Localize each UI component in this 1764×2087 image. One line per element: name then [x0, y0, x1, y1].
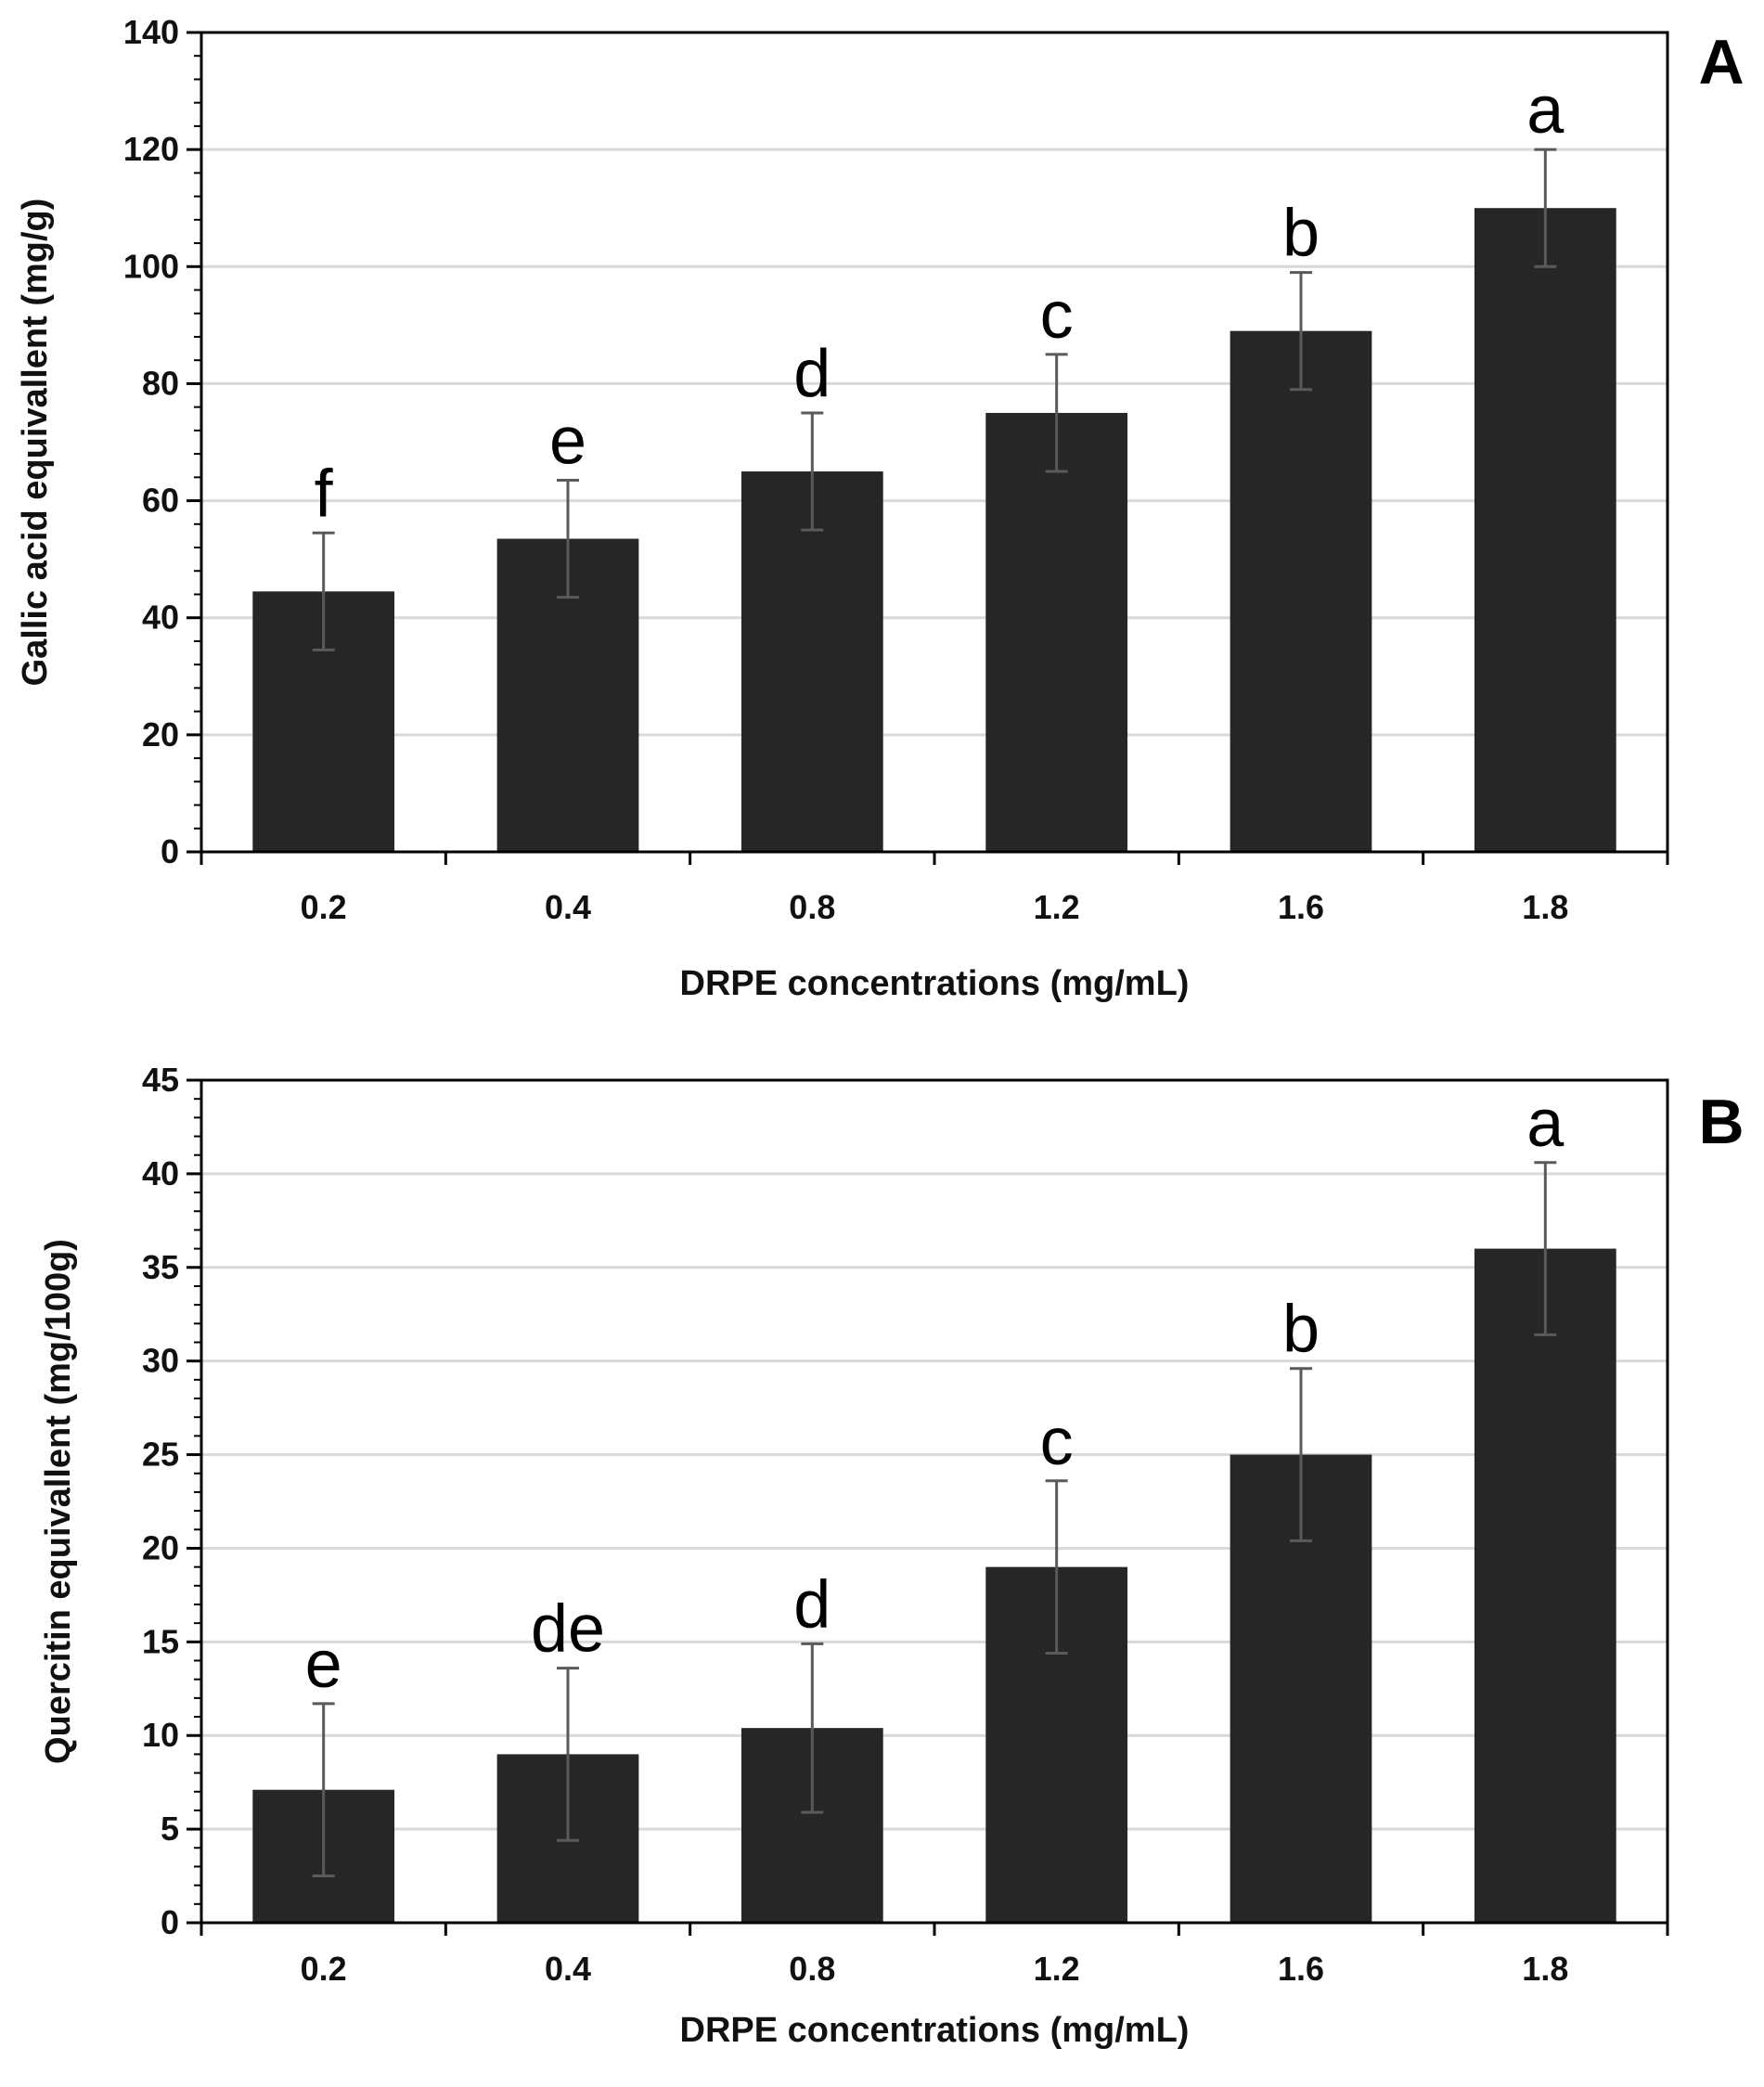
x-tick-label: 1.2 [1034, 888, 1080, 926]
significance-label: de [531, 1592, 605, 1667]
chart-panel-b: 0 5 10 15 20 25 30 35 40 45 0.2 0.4 0.8 1.2 1.6 1.8 e de d… [39, 1061, 1745, 2050]
significance-label: c [1040, 1405, 1074, 1479]
y-tick-label: 45 [142, 1061, 179, 1099]
chart-panel-a: 0 20 40 60 80 100 120 140 0.2 0.4 0.8 1.2 1.6 1.8 f e d c… [16, 13, 1745, 1003]
plot-frame [200, 1078, 1669, 1925]
y-tick-label: 80 [142, 364, 179, 402]
significance-label: d [793, 337, 830, 411]
y-tick-label: 25 [142, 1436, 179, 1474]
x-tick-label: 0.8 [789, 888, 835, 926]
x-axis-title: DRPE concentrations (mg/mL) [680, 964, 1190, 1003]
y-tick-label: 20 [142, 715, 179, 754]
y-tick-label: 0 [161, 1903, 179, 1941]
y-tick-label: 120 [123, 130, 179, 168]
y-axis-title: Quercitin equivallent (mg/100g) [39, 1239, 78, 1764]
x-tick-label: 1.6 [1278, 888, 1324, 926]
x-tick-label: 1.8 [1522, 1950, 1568, 1988]
significance-label: a [1526, 73, 1564, 148]
x-tick-label: 1.6 [1278, 1950, 1324, 1988]
significance-label: e [305, 1628, 342, 1702]
x-tick-label: 1.8 [1522, 888, 1568, 926]
y-tick-label: 100 [123, 247, 179, 285]
significance-label: c [1040, 278, 1074, 353]
significance-label: e [549, 404, 586, 478]
bar [1474, 1248, 1616, 1923]
bar [1230, 330, 1372, 852]
bar [1474, 208, 1616, 852]
y-tick-label: 40 [142, 599, 179, 637]
x-tick-label: 0.8 [789, 1950, 835, 1988]
x-tick-label: 1.2 [1034, 1950, 1080, 1988]
x-tick-label: 0.4 [545, 888, 591, 926]
bar [985, 412, 1128, 852]
y-tick-label: 5 [161, 1810, 179, 1848]
x-tick-label: 0.2 [301, 888, 347, 926]
y-tick-label: 10 [142, 1716, 179, 1754]
x-tick-label: 0.2 [301, 1950, 347, 1988]
y-tick-label: 20 [142, 1528, 179, 1566]
y-tick-label: 60 [142, 482, 179, 520]
panel-label: A [1698, 27, 1744, 97]
plot-frame [200, 31, 1669, 854]
significance-label: d [793, 1567, 830, 1642]
significance-label: b [1282, 197, 1320, 271]
significance-label: f [315, 457, 334, 531]
panel-label: B [1698, 1087, 1744, 1157]
y-tick-label: 0 [161, 832, 179, 870]
x-tick-label: 0.4 [545, 1950, 591, 1988]
y-tick-label: 35 [142, 1248, 179, 1286]
x-axis-title: DRPE concentrations (mg/mL) [680, 2011, 1190, 2050]
y-tick-label: 30 [142, 1342, 179, 1380]
significance-label: b [1282, 1293, 1320, 1367]
y-tick-label: 40 [142, 1154, 179, 1192]
bar [740, 471, 883, 852]
significance-label: a [1526, 1087, 1564, 1161]
y-tick-label: 15 [142, 1622, 179, 1660]
y-axis-title: Gallic acid equivallent (mg/g) [16, 199, 55, 687]
y-tick-label: 140 [123, 13, 179, 51]
